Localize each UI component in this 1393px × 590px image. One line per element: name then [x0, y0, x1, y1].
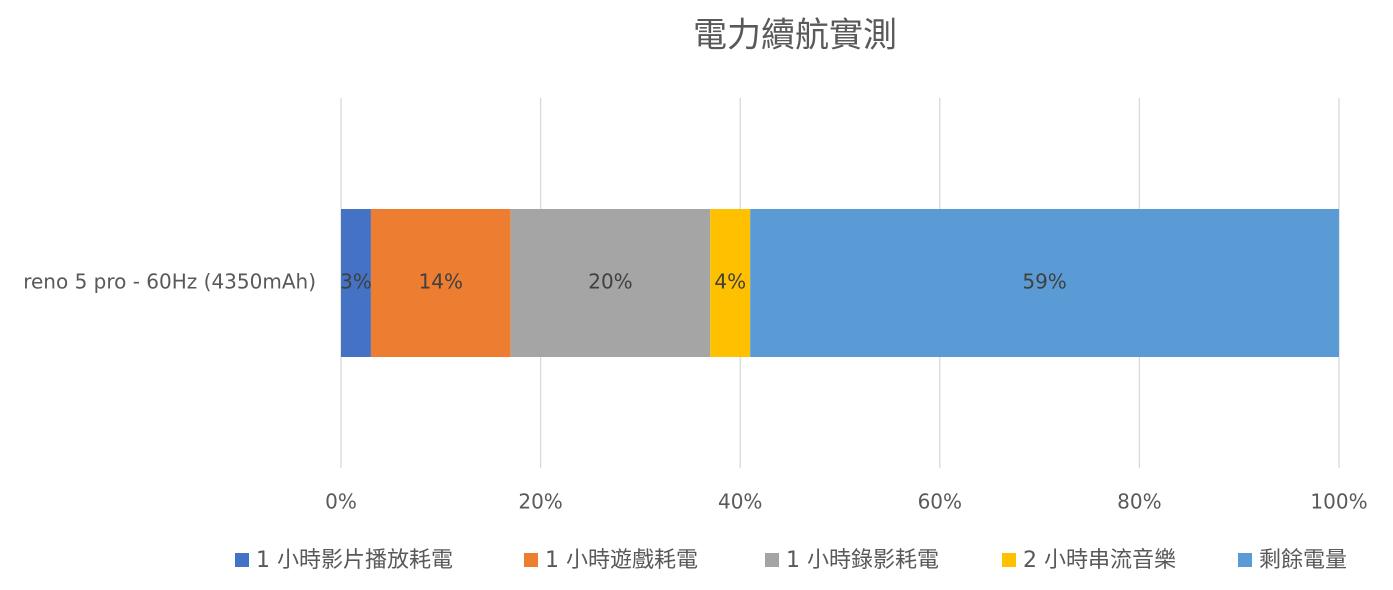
legend-label: 2 小時串流音樂 — [1023, 548, 1176, 573]
x-tick-label: 60% — [918, 490, 962, 514]
legend-swatch — [765, 553, 779, 567]
bar-segment — [710, 209, 751, 357]
bar-segment — [510, 209, 711, 357]
x-tick-label: 0% — [325, 490, 357, 514]
legend-swatch — [524, 553, 538, 567]
data-label: 20% — [588, 270, 632, 294]
legend-label: 1 小時影片播放耗電 — [256, 548, 453, 573]
legend-swatch — [1002, 553, 1016, 567]
x-tick-label: 40% — [718, 490, 762, 514]
legend-label: 1 小時遊戲耗電 — [545, 548, 698, 573]
legend-label: 剩餘電量 — [1259, 548, 1347, 573]
data-label: 14% — [419, 270, 463, 294]
legend-swatch — [235, 553, 249, 567]
bar-segment — [370, 209, 511, 357]
data-label: 3% — [340, 270, 372, 294]
x-tick-label: 20% — [518, 490, 562, 514]
data-label: 4% — [714, 270, 746, 294]
data-label: 59% — [1022, 270, 1066, 294]
bar-segment — [750, 209, 1339, 357]
chart-title: 電力續航實測 — [693, 16, 897, 56]
legend-swatch — [1238, 553, 1252, 567]
legend-label: 1 小時錄影耗電 — [786, 548, 939, 573]
x-tick-label: 80% — [1117, 490, 1161, 514]
bar-segment — [341, 209, 371, 357]
y-tick-label: reno 5 pro - 60Hz (4350mAh) — [23, 270, 316, 294]
x-tick-label: 100% — [1310, 490, 1367, 514]
